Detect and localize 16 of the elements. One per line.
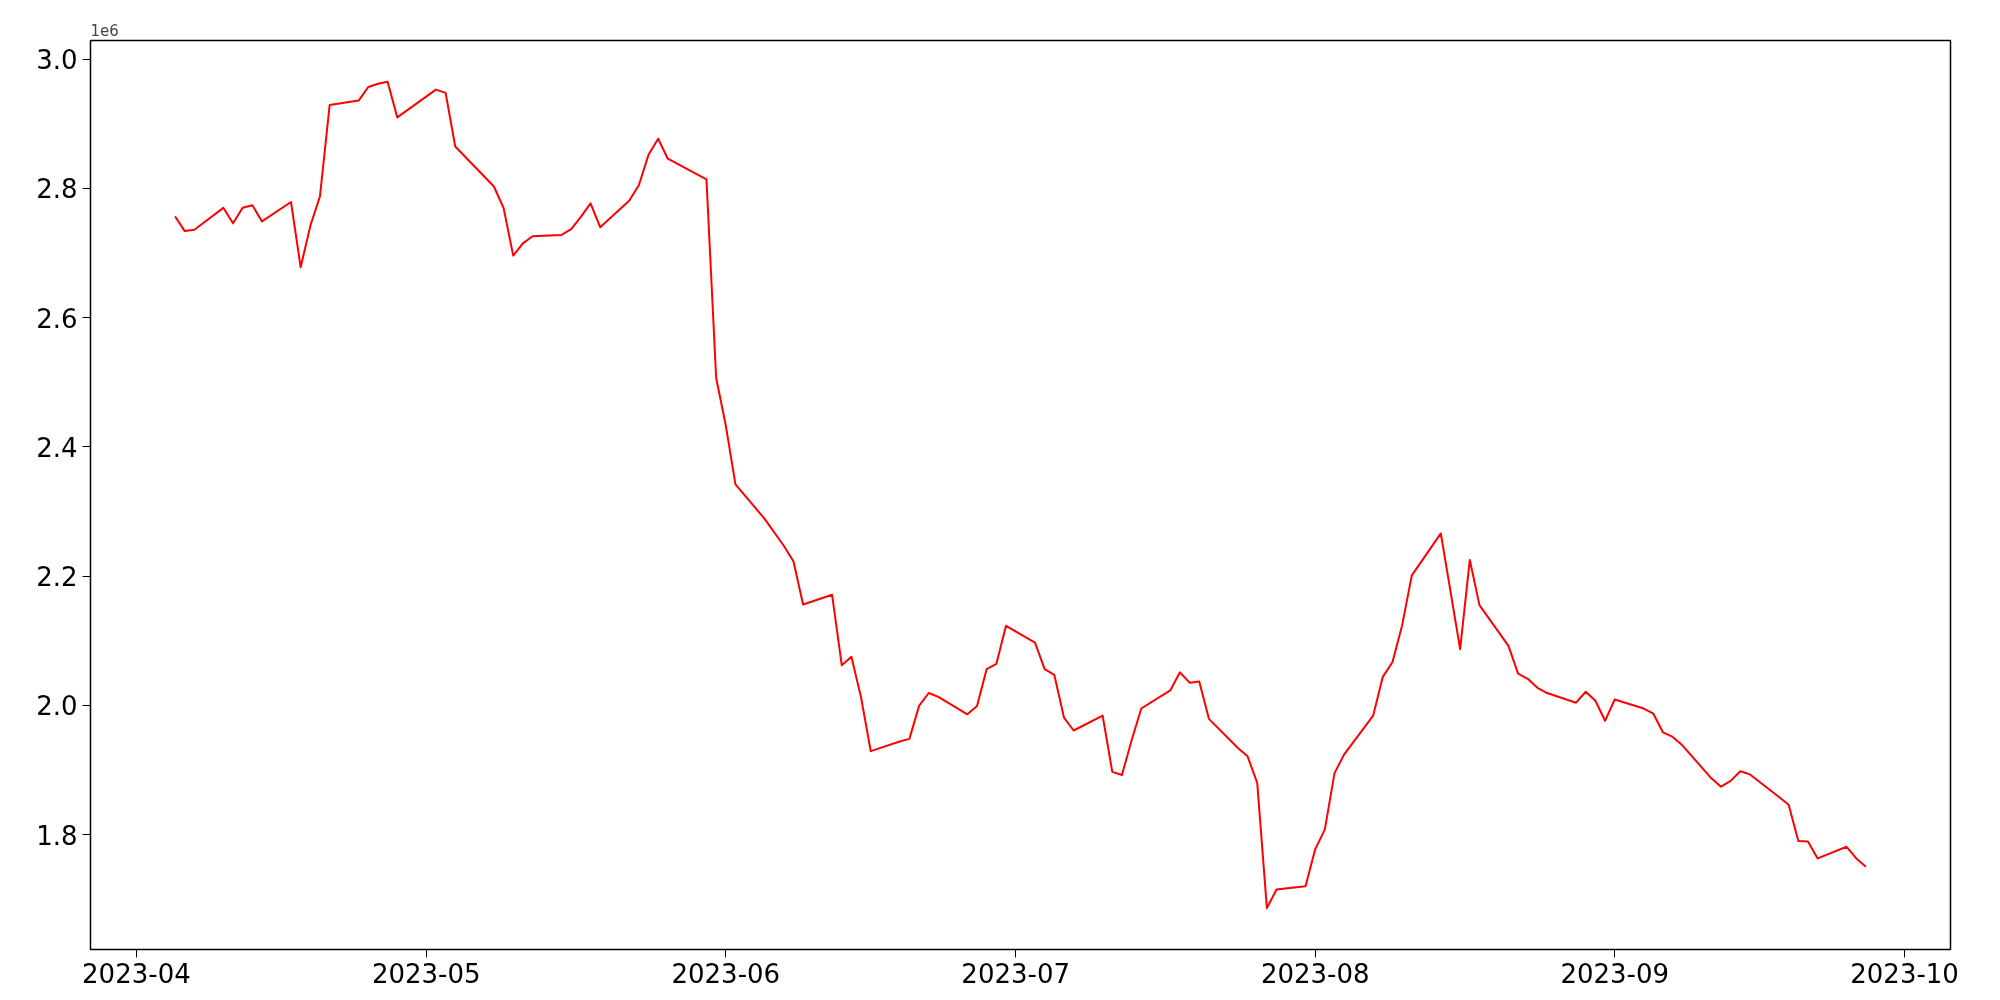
y-tick-label: 2.8 [36,174,78,205]
y-tick-label: 1.8 [36,820,78,851]
y-tick-label: 2.6 [36,303,78,334]
x-tick-label: 2023-08 [1260,958,1370,989]
line-series [174,80,1867,910]
x-tick-label: 2023-09 [1560,958,1670,989]
x-tick-label: 2023-10 [1850,958,1959,989]
x-tick-label: 2023-06 [671,958,781,989]
x-tick-label: 2023-07 [961,958,1070,989]
text: 1e6 [90,21,119,40]
y-tick-label: 2.2 [36,562,78,593]
x-tick-label: 2023-05 [371,958,481,989]
x-tick-label: 2023-04 [82,958,191,989]
y-tick-label: 2.0 [36,691,78,722]
y-tick-label: 3.0 [36,45,78,76]
y-tick-label: 2.4 [36,432,78,463]
